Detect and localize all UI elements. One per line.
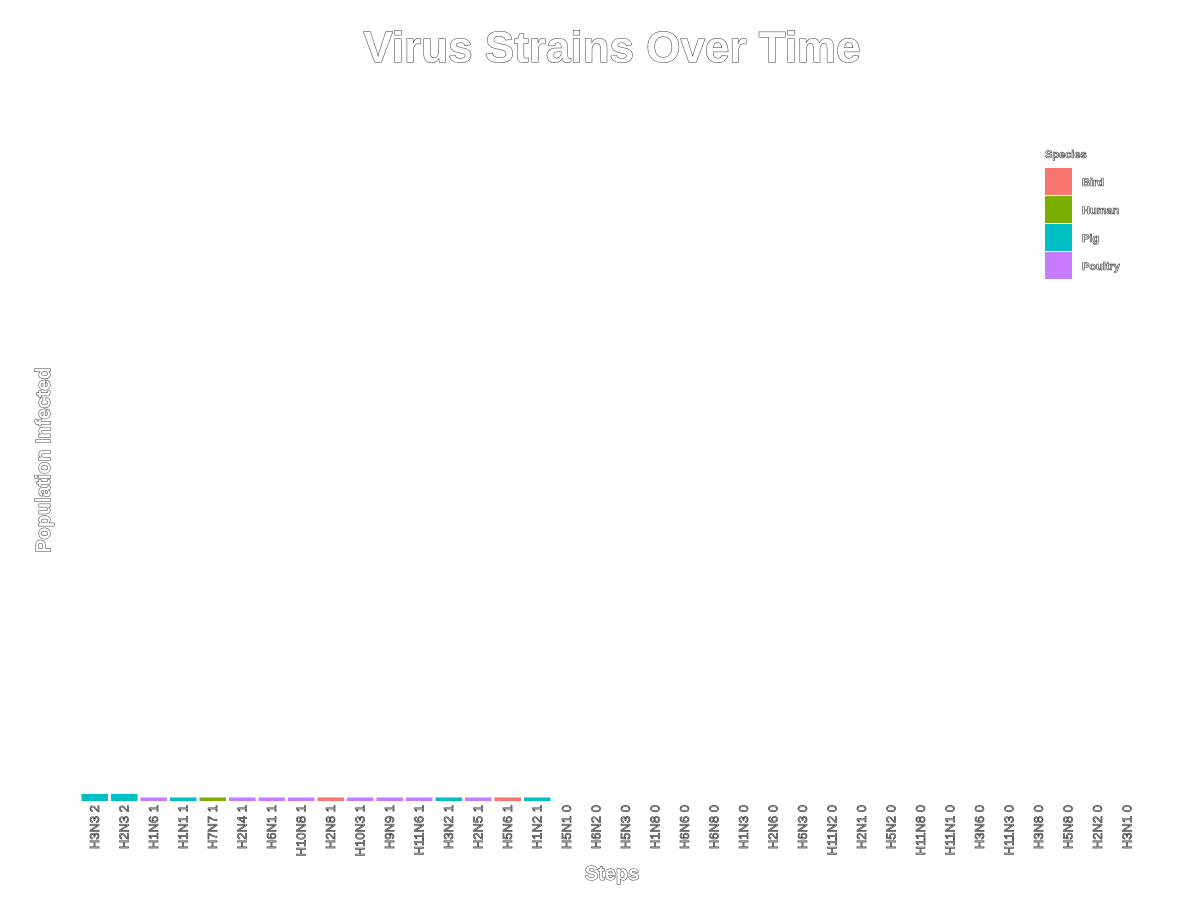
- legend-title: Species: [1045, 149, 1087, 161]
- bars-group: [81, 793, 551, 802]
- x-tick-label: H1N8 0: [647, 805, 662, 849]
- bar-h11n6: [405, 797, 433, 802]
- bar-h10n8: [287, 797, 315, 802]
- x-tick-label: H11N1 0: [942, 805, 957, 855]
- bar-h7n7: [199, 797, 227, 802]
- bar-h3n3: [81, 793, 109, 801]
- x-tick-label: H6N6 0: [677, 805, 692, 849]
- x-tick-label: H11N8 0: [913, 805, 928, 855]
- x-tick-label: H1N2 1: [529, 805, 544, 849]
- x-tick-label: H7N7 1: [205, 805, 220, 849]
- legend-label-bird: Bird: [1082, 177, 1104, 189]
- x-tick-label: H5N2 0: [883, 805, 898, 849]
- bar-h1n2: [523, 797, 551, 802]
- x-tick-label: H9N9 1: [382, 805, 397, 849]
- x-tick-label: H6N2 0: [588, 805, 603, 849]
- y-axis-label: Population Infected: [33, 367, 55, 553]
- x-tick-label: H11N3 0: [1001, 805, 1016, 855]
- x-tick-label: H6N1 1: [264, 805, 279, 849]
- bar-h9n9: [376, 797, 404, 802]
- chart-title: Virus Strains Over Time: [363, 23, 860, 72]
- bar-h2n5: [464, 797, 492, 802]
- x-tick-label: H2N4 1: [234, 805, 249, 849]
- x-tick-label: H3N2 1: [441, 805, 456, 849]
- x-tick-label: H3N8 0: [1031, 805, 1046, 849]
- x-tick-label: H11N6 1: [411, 805, 426, 855]
- bar-h6n1: [258, 797, 286, 802]
- bar-h2n8: [317, 797, 345, 802]
- x-tick-label: H11N2 0: [824, 805, 839, 855]
- bar-h1n1: [169, 797, 197, 802]
- x-tick-label: H3N1 0: [1119, 805, 1134, 849]
- x-tick-label: H2N8 1: [323, 805, 338, 849]
- x-tick-label: H6N8 0: [706, 805, 721, 849]
- bar-h2n3: [110, 793, 138, 801]
- bar-h1n6: [140, 797, 168, 802]
- x-tick-label: H2N5 1: [470, 805, 485, 849]
- legend-key-pig: [1045, 224, 1072, 251]
- legend-key-bird: [1045, 168, 1072, 195]
- x-tick-labels: H3N3 2 H2N3 2 H1N6 1 H1N1 1 H7N7 1 H2N4 1 H6N1…: [86, 805, 1134, 857]
- legend-label-poultry: Poultry: [1082, 261, 1121, 273]
- x-tick-label: H10N8 1: [293, 805, 308, 856]
- x-tick-label: H5N8 0: [1060, 805, 1075, 849]
- bar-h3n2: [435, 797, 463, 802]
- legend-key-human: [1045, 196, 1072, 223]
- legend-label-pig: Pig: [1082, 233, 1099, 245]
- x-tick-label: H5N3 0: [618, 805, 633, 849]
- bar-h10n3: [346, 797, 374, 802]
- legend-label-human: Human: [1082, 205, 1120, 217]
- x-tick-label: H2N6 0: [765, 805, 780, 849]
- x-tick-label: H3N6 0: [972, 805, 987, 849]
- x-tick-label: H1N3 0: [736, 805, 751, 849]
- bar-h2n4: [228, 797, 256, 802]
- x-tick-label: H5N1 0: [559, 805, 574, 849]
- x-tick-label: H2N1 0: [854, 805, 869, 849]
- bar-h5n6: [494, 797, 522, 802]
- x-tick-label: H2N3 2: [116, 805, 131, 849]
- x-tick-label: H2N2 0: [1090, 805, 1105, 849]
- x-tick-label: H1N1 1: [175, 805, 190, 849]
- legend-key-poultry: [1045, 252, 1072, 279]
- x-tick-label: H1N6 1: [146, 805, 161, 849]
- legend: Species Bird Human Pig Poultry: [1045, 149, 1121, 279]
- x-tick-label: H3N3 2: [87, 805, 102, 849]
- x-tick-label: H6N3 0: [795, 805, 810, 849]
- x-axis-label: Steps: [585, 863, 639, 885]
- x-tick-label: H5N6 1: [500, 805, 515, 849]
- x-tick-label: H10N3 1: [352, 805, 367, 856]
